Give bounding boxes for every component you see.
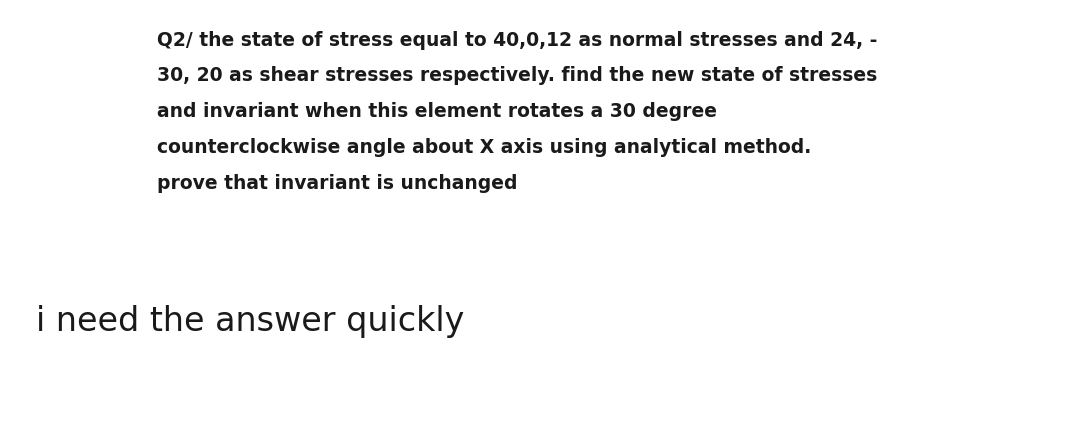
Text: 30, 20 as shear stresses respectively. find the new state of stresses: 30, 20 as shear stresses respectively. f…	[157, 66, 877, 85]
Text: and invariant when this element rotates a 30 degree: and invariant when this element rotates …	[157, 102, 717, 121]
Text: i need the answer quickly: i need the answer quickly	[36, 305, 464, 338]
Text: Q2/ the state of stress equal to 40,0,12 as normal stresses and 24, -: Q2/ the state of stress equal to 40,0,12…	[157, 31, 877, 50]
Text: prove that invariant is unchanged: prove that invariant is unchanged	[157, 174, 517, 193]
Text: counterclockwise angle about X axis using analytical method.: counterclockwise angle about X axis usin…	[157, 138, 811, 157]
